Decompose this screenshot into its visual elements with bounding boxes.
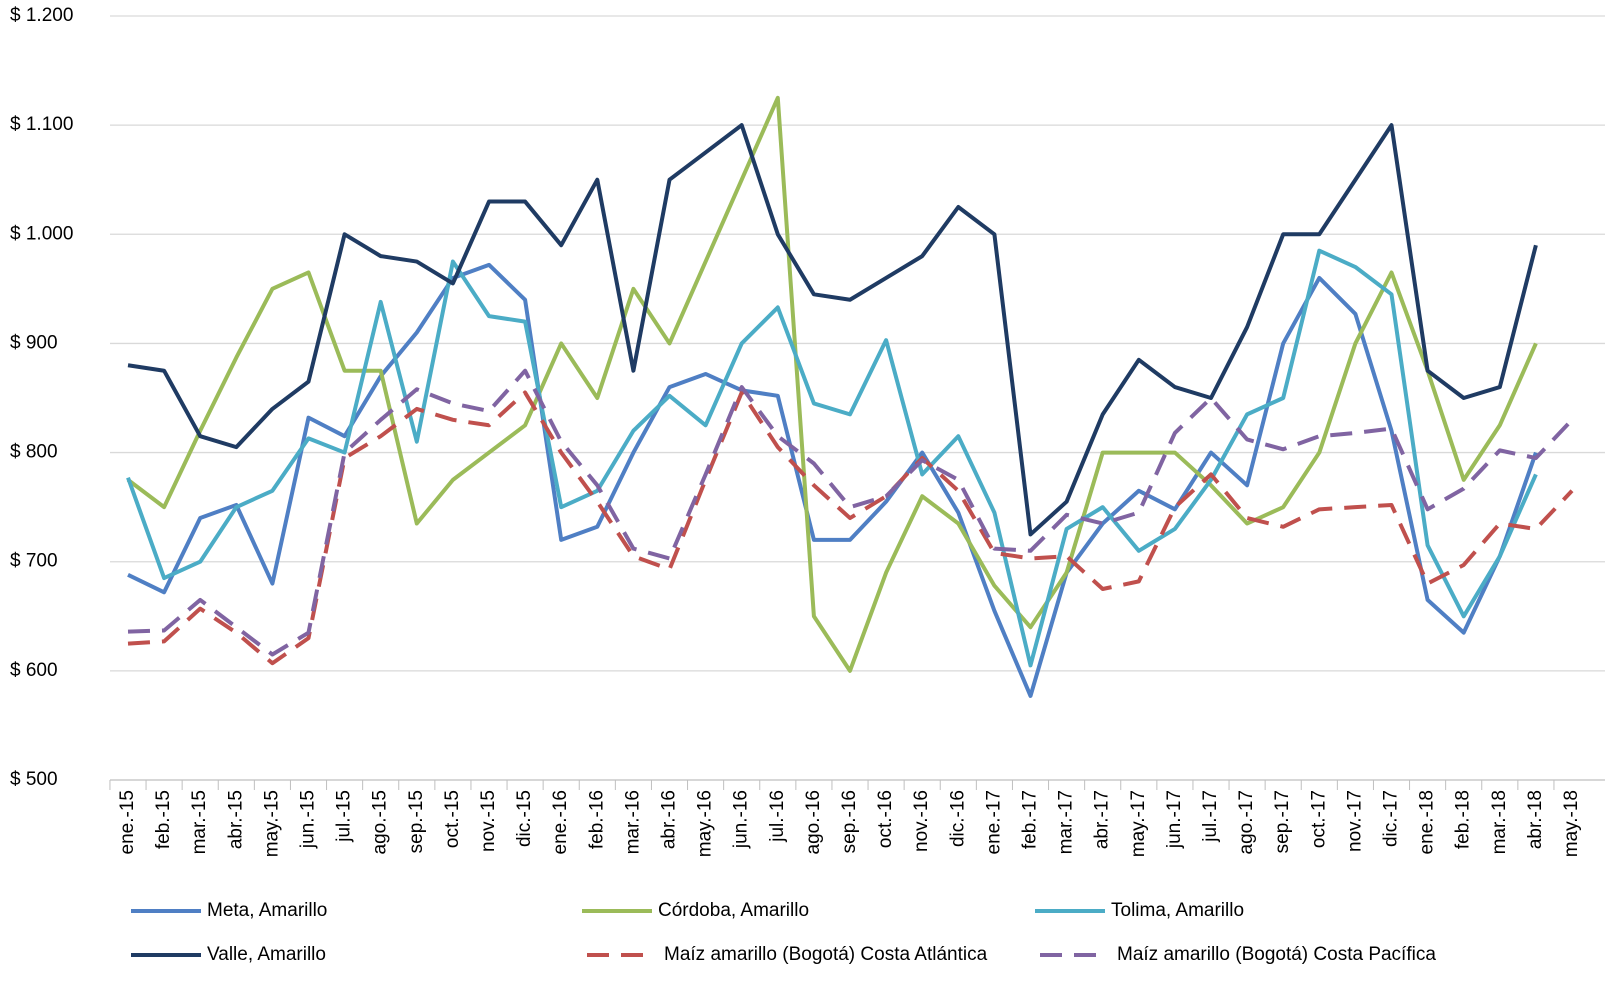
x-tick-label: dic.-17 — [1381, 790, 1402, 847]
series-line — [127, 368, 1574, 657]
x-tick-label: jun.-16 — [731, 790, 752, 849]
y-tick-label: $ 1.200 — [10, 5, 73, 26]
legend-label: Tolima, Amarillo — [1111, 900, 1244, 921]
x-tick-label: ago.-16 — [803, 790, 824, 854]
x-tick-label: feb.-17 — [1020, 790, 1041, 849]
series-line — [126, 248, 1538, 668]
series-line — [127, 390, 1574, 666]
x-tick-label: sep.-15 — [406, 790, 427, 853]
y-tick-label: $ 1.100 — [10, 114, 73, 135]
series-line — [127, 123, 1538, 537]
x-tick-label: may.-16 — [695, 790, 716, 857]
x-tick-label: abr.-18 — [1525, 790, 1546, 849]
x-tick-label: abr.-16 — [659, 790, 680, 849]
legend-label: Meta, Amarillo — [207, 900, 327, 921]
legend-label: Maíz amarillo (Bogotá) Costa Atlántica — [664, 944, 988, 965]
legend-label: Maíz amarillo (Bogotá) Costa Pacífica — [1117, 944, 1436, 965]
x-tick-label: feb.-16 — [586, 790, 607, 849]
x-tick-label: mar.-16 — [622, 790, 643, 854]
x-tick-label: dic.-16 — [947, 790, 968, 847]
x-tick-label: feb.-18 — [1453, 790, 1474, 849]
series-line — [126, 95, 1538, 673]
x-tick-label: ene.-18 — [1417, 790, 1438, 854]
x-tick-label: feb.-15 — [153, 790, 174, 849]
x-tick-label: abr.-15 — [225, 790, 246, 849]
x-tick-label: ene.-15 — [117, 790, 138, 854]
x-tick-label: ago.-15 — [370, 790, 391, 854]
x-tick-label: nov.-17 — [1344, 790, 1365, 852]
x-tick-label: jul.-16 — [767, 790, 788, 843]
legend-label: Valle, Amarillo — [207, 944, 326, 965]
y-tick-label: $ 900 — [10, 332, 58, 353]
x-tick-label: jun.-17 — [1164, 790, 1185, 849]
x-tick-label: oct.-15 — [442, 790, 463, 848]
y-tick-label: $ 1.000 — [10, 223, 73, 244]
legend-label: Córdoba, Amarillo — [658, 900, 809, 921]
x-tick-label: oct.-17 — [1308, 790, 1329, 848]
x-tick-label: mar.-17 — [1056, 790, 1077, 854]
x-tick-label: oct.-16 — [875, 790, 896, 848]
x-tick-label: jul.-17 — [1200, 790, 1221, 843]
x-tick-label: mar.-15 — [189, 790, 210, 854]
x-tick-label: jul.-15 — [334, 790, 355, 843]
x-tick-label: ene.-16 — [550, 790, 571, 854]
x-tick-label: may.-15 — [261, 790, 282, 857]
x-tick-label: dic.-15 — [514, 790, 535, 847]
y-tick-label: $ 800 — [10, 442, 58, 463]
x-tick-label: sep.-17 — [1272, 790, 1293, 853]
y-tick-label: $ 700 — [10, 551, 58, 572]
x-tick-label: jun.-15 — [298, 790, 319, 849]
x-tick-label: ago.-17 — [1236, 790, 1257, 854]
x-tick-label: sep.-16 — [839, 790, 860, 853]
x-tick-label: nov.-16 — [911, 790, 932, 852]
x-tick-label: may.-18 — [1561, 790, 1582, 857]
x-tick-label: ene.-17 — [983, 790, 1004, 854]
y-tick-label: $ 600 — [10, 660, 58, 681]
x-tick-label: mar.-18 — [1489, 790, 1510, 854]
x-tick-label: abr.-17 — [1092, 790, 1113, 849]
x-tick-label: may.-17 — [1128, 790, 1149, 857]
x-tick-label: nov.-15 — [478, 790, 499, 852]
series-line — [127, 262, 1538, 698]
y-tick-label: $ 500 — [10, 769, 58, 790]
